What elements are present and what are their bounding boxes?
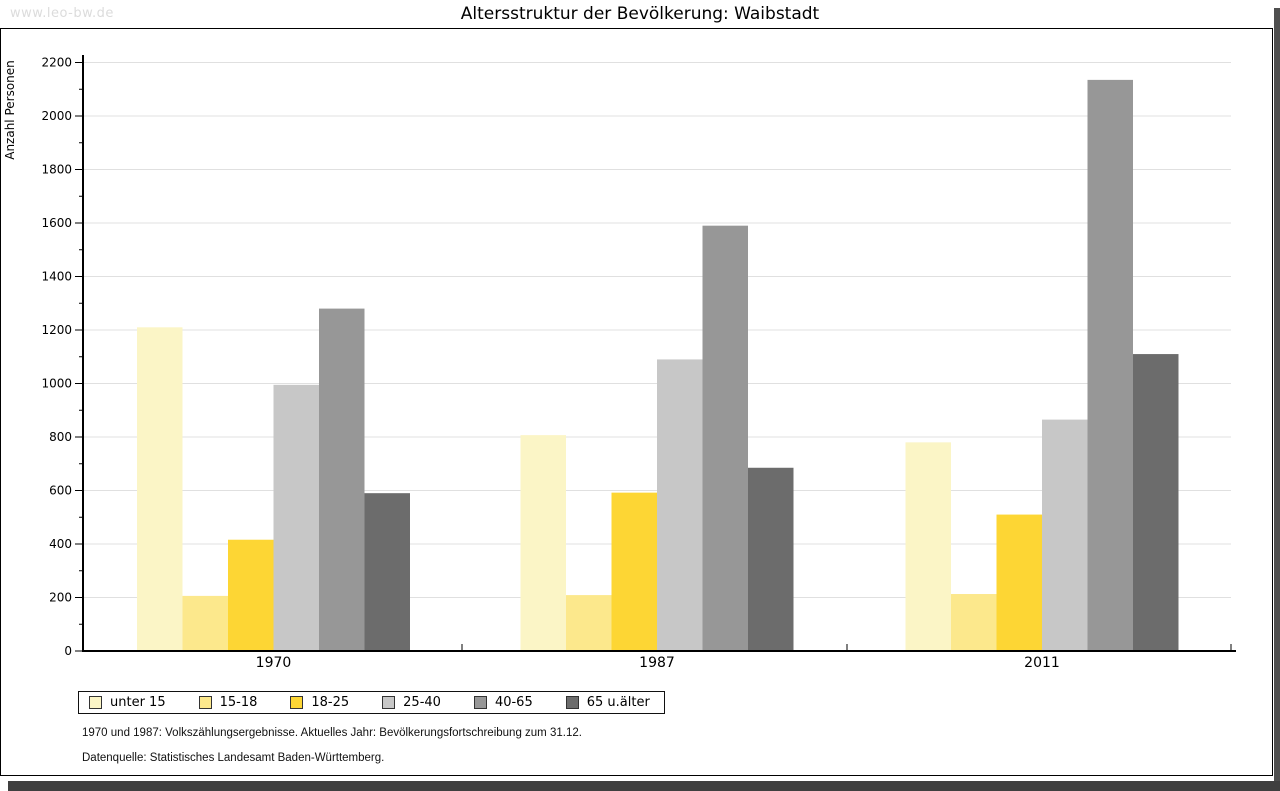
legend-label: 18-25: [311, 695, 350, 710]
bar-1970-15-18: [182, 595, 228, 651]
y-tick-label: 1200: [41, 323, 72, 337]
bar-2011-18-25: [996, 514, 1042, 651]
bar-1970-40-65: [319, 308, 365, 651]
y-tick-label: 400: [49, 537, 72, 551]
axes: 0 200 400 600 800 1000 1200 1400 1600 1800 2000 220…: [3, 55, 1236, 671]
bars: [137, 79, 1179, 652]
legend-swatch-icon: [89, 696, 102, 709]
bar-1970-unter 15: [137, 327, 183, 651]
y-tick-label: 0: [64, 644, 72, 658]
y-tick-label: 2000: [41, 109, 72, 123]
y-tick-label: 800: [49, 430, 72, 444]
y-tick-label: 200: [49, 591, 72, 605]
y-axis-title: Anzahl Personen: [3, 60, 17, 160]
y-tick-label: 1400: [41, 270, 72, 284]
legend-swatch-icon: [290, 696, 304, 709]
bar-1987-25-40: [657, 359, 703, 651]
legend-swatch-icon: [198, 696, 212, 709]
legend-item: 40-65: [473, 695, 533, 710]
bar-2011-25-40: [1042, 419, 1088, 651]
legend-label: unter 15: [110, 695, 166, 710]
bar-1987-65 u.älter: [748, 467, 794, 651]
x-category-label-2011: 2011: [1024, 655, 1060, 671]
legend-label: 65 u.älter: [586, 695, 650, 710]
watermark: www.leo-bw.de: [10, 6, 114, 21]
y-tick-label: 600: [49, 484, 72, 498]
page-title: Altersstruktur der Bevölkerung: Waibstad…: [460, 4, 820, 24]
bar-1970-65 u.älter: [364, 493, 410, 651]
y-tick-label: 1800: [41, 163, 72, 177]
footnote-source: Datenquelle: Statistisches Landesamt Bad…: [82, 752, 385, 764]
y-tick-label: 1000: [41, 377, 72, 391]
legend-swatch-icon: [565, 696, 579, 709]
bar-1987-40-65: [702, 225, 748, 652]
legend-item: 25-40: [382, 695, 441, 710]
footnote-census: 1970 und 1987: Volkszählungsergebnisse. …: [82, 727, 582, 739]
legend-item: 15-18: [198, 695, 258, 710]
y-tick-label: 2200: [41, 56, 72, 70]
legend-label: 25-40: [403, 695, 441, 710]
legend-item: 65 u.älter: [565, 695, 650, 710]
bar-1987-15-18: [566, 595, 612, 651]
x-category-label-1970: 1970: [256, 655, 292, 671]
bar-2011-15-18: [951, 594, 997, 651]
bar-2011-65 u.älter: [1133, 354, 1179, 651]
bar-1987-18-25: [611, 492, 657, 651]
legend-swatch-icon: [473, 696, 487, 709]
legend-label: 15-18: [219, 695, 258, 710]
bar-1970-18-25: [228, 539, 274, 651]
bar-2011-40-65: [1087, 79, 1133, 651]
legend: unter 15 15-18 18-25 25-40 40-65 65 u.älter: [78, 691, 665, 714]
frame-shadow-bottom: [8, 781, 1280, 791]
legend-item: 18-25: [290, 695, 349, 710]
bar-1970-25-40: [273, 384, 319, 651]
x-category-label-1987: 1987: [639, 655, 675, 671]
legend-item: unter 15: [89, 695, 166, 710]
bar-2011-unter 15: [905, 442, 951, 651]
legend-label: 40-65: [494, 695, 533, 710]
y-tick-label: 1600: [41, 216, 72, 230]
bar-1987-unter 15: [520, 435, 566, 651]
frame-shadow-right: [1274, 8, 1280, 791]
legend-swatch-icon: [382, 696, 396, 709]
